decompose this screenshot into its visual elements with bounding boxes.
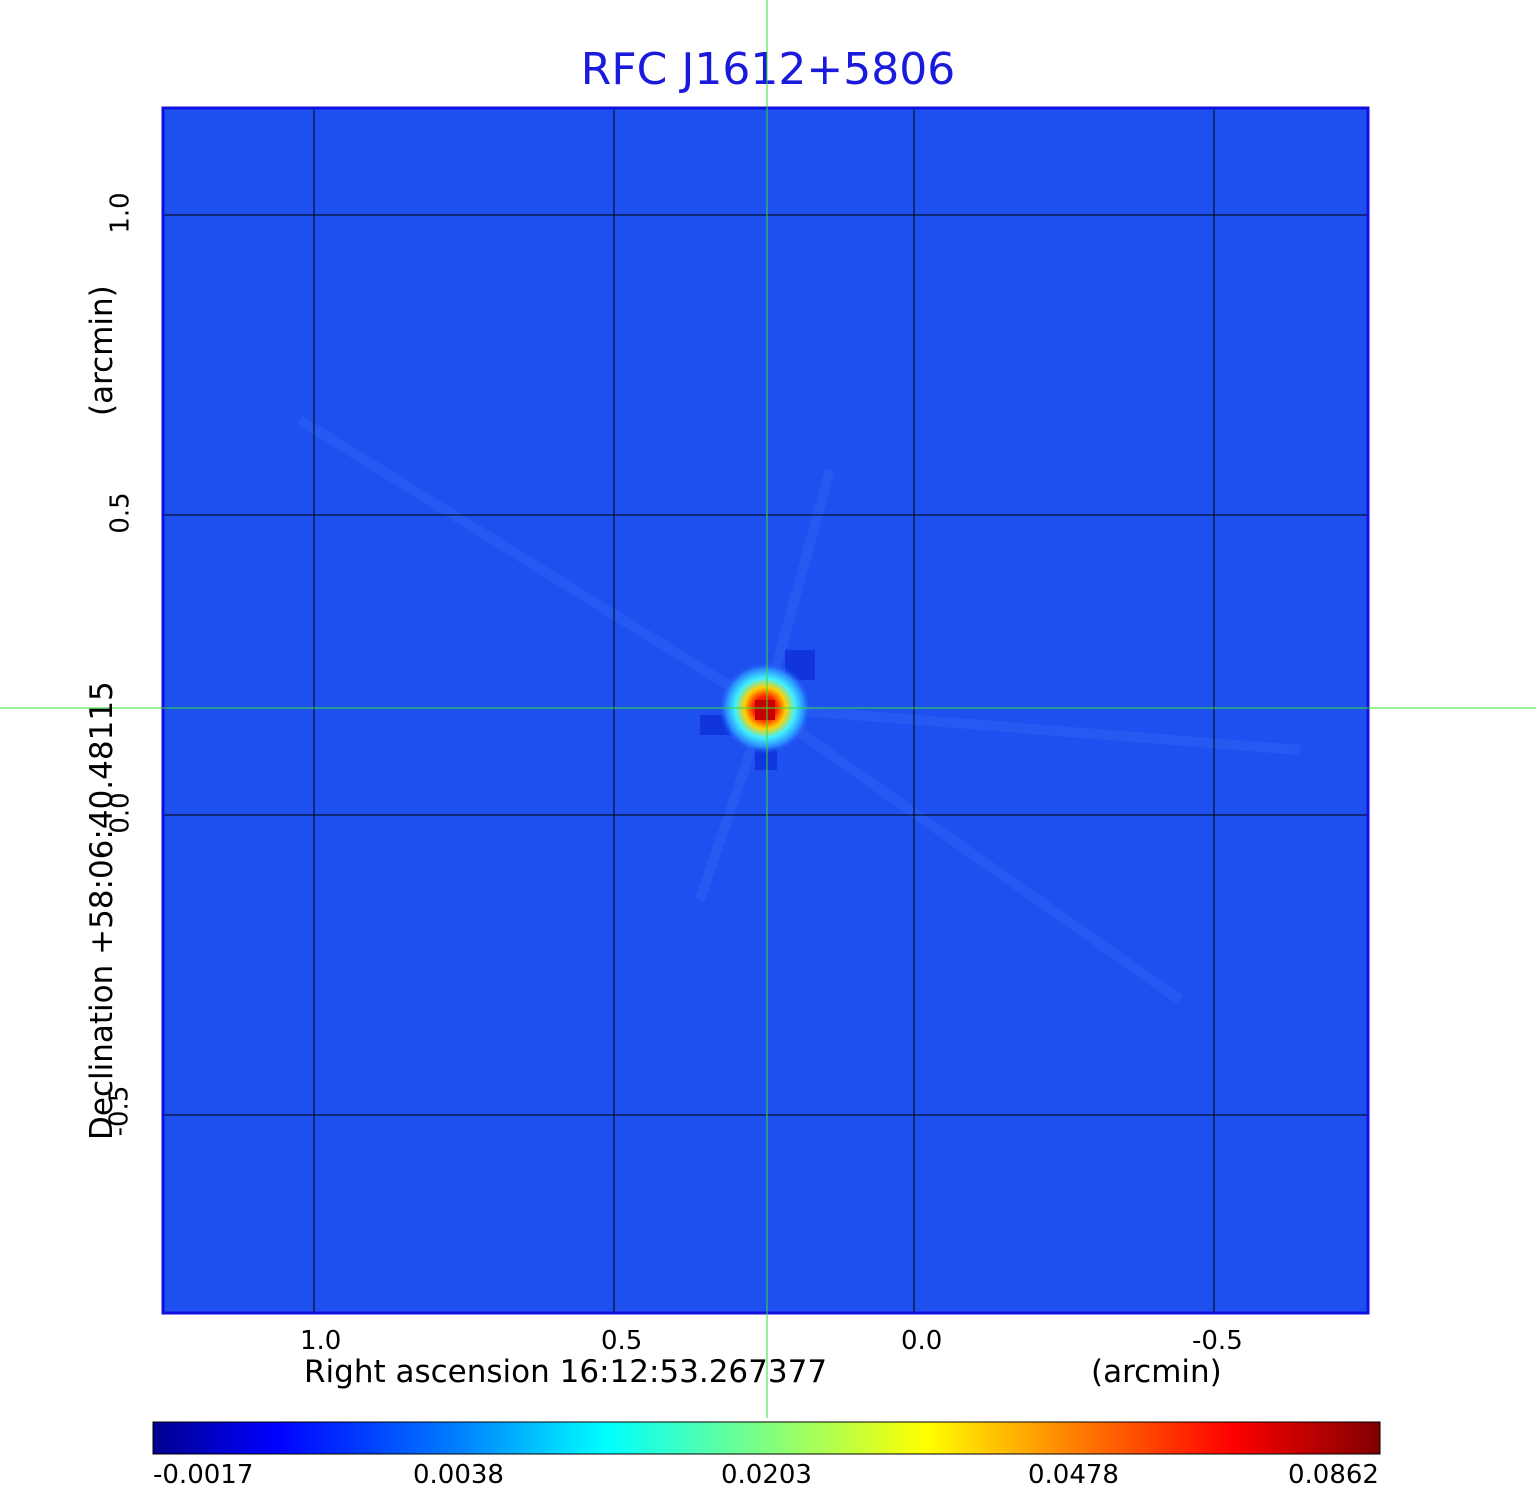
x-tick-2: 0.5	[601, 1326, 643, 1356]
y-tick-3: 0.0	[105, 792, 136, 834]
colorbar-tick-5: 0.0862	[1288, 1460, 1379, 1490]
plot-title: RFC J1612+5806	[580, 44, 956, 95]
x-axis-unit: (arcmin)	[1091, 1354, 1222, 1390]
colorbar-tick-3: 0.0203	[721, 1460, 812, 1490]
y-tick-2: 0.5	[105, 492, 136, 534]
x-tick-1: 1.0	[300, 1326, 342, 1356]
coordinate-grid	[163, 108, 1368, 1313]
x-tick-3: 0.0	[901, 1326, 943, 1356]
colorbar-tick-2: 0.0038	[413, 1460, 504, 1490]
colorbar-tick-1: -0.0017	[153, 1460, 254, 1490]
x-tick-4: -0.5	[1192, 1326, 1243, 1356]
y-axis-unit: (arcmin)	[84, 285, 120, 416]
plot-frame	[161, 106, 1370, 1315]
colorbar-strip	[152, 1421, 1381, 1455]
y-axis-label: Declination +58:06:40.48115	[84, 681, 120, 1140]
y-tick-1: 1.0	[105, 192, 136, 234]
y-tick-4: -0.5	[104, 1085, 135, 1137]
x-axis-label: Right ascension 16:12:53.267377	[304, 1354, 828, 1390]
sidelobe-pattern	[297, 415, 1301, 1005]
colorbar-tick-4: 0.0478	[1028, 1460, 1119, 1490]
source-peak	[755, 700, 775, 720]
crosshair	[0, 0, 1536, 1418]
sky-map	[0, 0, 1536, 1418]
